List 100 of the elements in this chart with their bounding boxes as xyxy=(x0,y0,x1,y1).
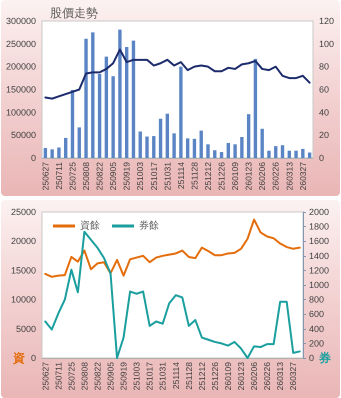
y-tick-label: 25000 xyxy=(10,207,36,217)
x-tick-label: 251017 xyxy=(144,362,155,390)
bar xyxy=(308,152,312,158)
y2-tick-label: 0 xyxy=(319,153,324,163)
line-series xyxy=(44,230,301,359)
bar xyxy=(172,133,176,158)
bar xyxy=(44,148,48,158)
x-tick-label: 250725 xyxy=(67,162,78,190)
bar xyxy=(213,150,216,158)
bar xyxy=(186,138,190,158)
legend-label: 券餘 xyxy=(139,220,159,232)
x-tick-label: 250627 xyxy=(40,162,50,190)
x-tick-label: 260123 xyxy=(236,362,246,390)
x-tick-label: 250711 xyxy=(53,362,64,390)
x-tick-label: 251003 xyxy=(135,162,146,190)
bar xyxy=(179,66,183,158)
bar xyxy=(118,30,122,158)
bar xyxy=(192,138,196,158)
y2-tick-label: 1600 xyxy=(309,236,330,246)
y2-tick-label: 1400 xyxy=(309,250,330,261)
y-tick-label: 150000 xyxy=(6,84,36,94)
x-tick-label: 250905 xyxy=(106,362,116,390)
bar xyxy=(124,47,128,158)
x-tick-label: 251114 xyxy=(170,362,181,390)
bar xyxy=(233,144,237,158)
x-tick-label: 251226 xyxy=(216,162,227,190)
x-tick-label: 250711 xyxy=(54,162,64,190)
bar xyxy=(138,132,142,158)
x-tick-label: 250808 xyxy=(79,362,90,390)
bar xyxy=(200,130,203,158)
x-tick-label: 251128 xyxy=(184,362,194,390)
bar xyxy=(267,150,271,158)
x-tick-label: 250919 xyxy=(122,162,132,190)
chart-title: 股價走勢 xyxy=(50,6,98,20)
y-tick-label: 0 xyxy=(30,353,36,363)
bar xyxy=(274,146,278,158)
y2-tick-label: 1200 xyxy=(309,265,330,276)
y-tick-label: 5000 xyxy=(16,324,36,334)
y2-tick-label: 80 xyxy=(319,62,330,72)
bar xyxy=(78,127,81,158)
x-tick-label: 260226 xyxy=(270,162,281,190)
legend-label: 資餘 xyxy=(80,220,100,232)
bar xyxy=(240,136,244,158)
x-tick-label: 250822 xyxy=(94,162,105,190)
x-tick-label: 260226 xyxy=(262,362,272,390)
bar xyxy=(254,58,258,158)
bar xyxy=(226,142,230,158)
bar xyxy=(288,150,291,158)
bar xyxy=(280,145,284,158)
bar xyxy=(294,150,298,158)
y2-tick-label: 800 xyxy=(309,294,324,305)
y2-tick-label: 2000 xyxy=(309,207,330,217)
x-tick-label: 250725 xyxy=(66,362,76,390)
x-tick-label: 260123 xyxy=(244,162,254,190)
x-tick-label: 250627 xyxy=(40,362,50,390)
y2-axis-title: 券 xyxy=(318,351,332,365)
y2-tick-label: 200 xyxy=(309,338,324,348)
x-tick-label: 260206 xyxy=(257,162,268,190)
y2-tick-label: 60 xyxy=(319,84,330,94)
bar xyxy=(91,32,95,158)
y-tick-label: 10000 xyxy=(10,294,36,305)
y-tick-label: 50000 xyxy=(10,130,36,140)
y2-tick-label: 100 xyxy=(319,38,334,49)
x-tick-label: 260109 xyxy=(230,162,240,190)
x-tick-label: 250905 xyxy=(108,162,118,190)
x-tick-label: 260206 xyxy=(249,362,260,390)
y2-tick-label: 600 xyxy=(309,309,324,320)
y-tick-label: 200000 xyxy=(6,62,36,72)
bar xyxy=(260,128,264,158)
y2-tick-label: 40 xyxy=(319,107,330,118)
y2-tick-label: 0 xyxy=(309,353,314,363)
x-tick-label: 251003 xyxy=(132,362,142,390)
x-tick-label: 251017 xyxy=(148,162,159,190)
y-tick-label: 15000 xyxy=(10,265,36,276)
bar xyxy=(166,114,170,158)
y2-tick-label: 1000 xyxy=(309,280,330,290)
x-tick-label: 251212 xyxy=(196,362,207,390)
bar xyxy=(111,76,115,158)
bar xyxy=(50,149,54,158)
x-tick-label: 260313 xyxy=(284,162,294,190)
bar xyxy=(220,152,224,158)
line-series xyxy=(44,218,301,278)
y-axis-title: 資 xyxy=(12,351,25,365)
y-tick-label: 100000 xyxy=(6,107,36,118)
line-series xyxy=(44,48,311,100)
x-tick-label: 251226 xyxy=(210,362,220,390)
bar xyxy=(104,56,108,158)
x-tick-label: 251114 xyxy=(176,162,186,190)
y-tick-label: 250000 xyxy=(6,38,36,49)
y2-tick-label: 1800 xyxy=(309,222,330,232)
bar xyxy=(301,148,305,158)
y-tick-label: 0 xyxy=(30,153,36,163)
x-tick-label: 251031 xyxy=(162,162,172,190)
x-tick-label: 250808 xyxy=(81,162,92,190)
x-tick-label: 260327 xyxy=(298,162,308,190)
x-tick-label: 260327 xyxy=(288,362,298,390)
x-tick-label: 250919 xyxy=(118,362,129,390)
x-tick-label: 260109 xyxy=(222,362,233,390)
bar xyxy=(57,147,61,158)
y2-tick-label: 400 xyxy=(309,324,324,334)
